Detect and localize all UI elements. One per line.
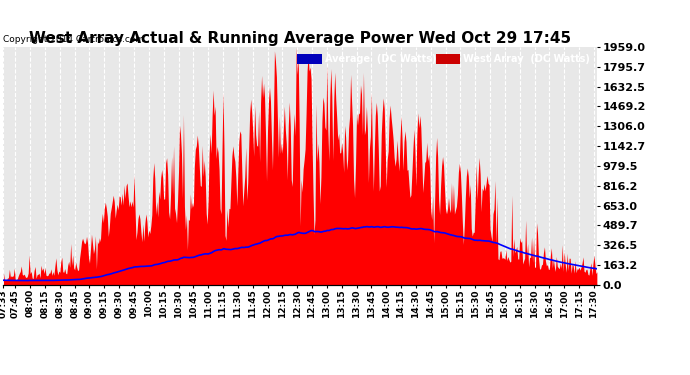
Title: West Array Actual & Running Average Power Wed Oct 29 17:45: West Array Actual & Running Average Powe… <box>29 31 571 46</box>
Legend: Average  (DC Watts), West Array  (DC Watts): Average (DC Watts), West Array (DC Watts… <box>295 52 592 66</box>
Text: Copyright 2014 Cartronics.com: Copyright 2014 Cartronics.com <box>3 36 145 45</box>
